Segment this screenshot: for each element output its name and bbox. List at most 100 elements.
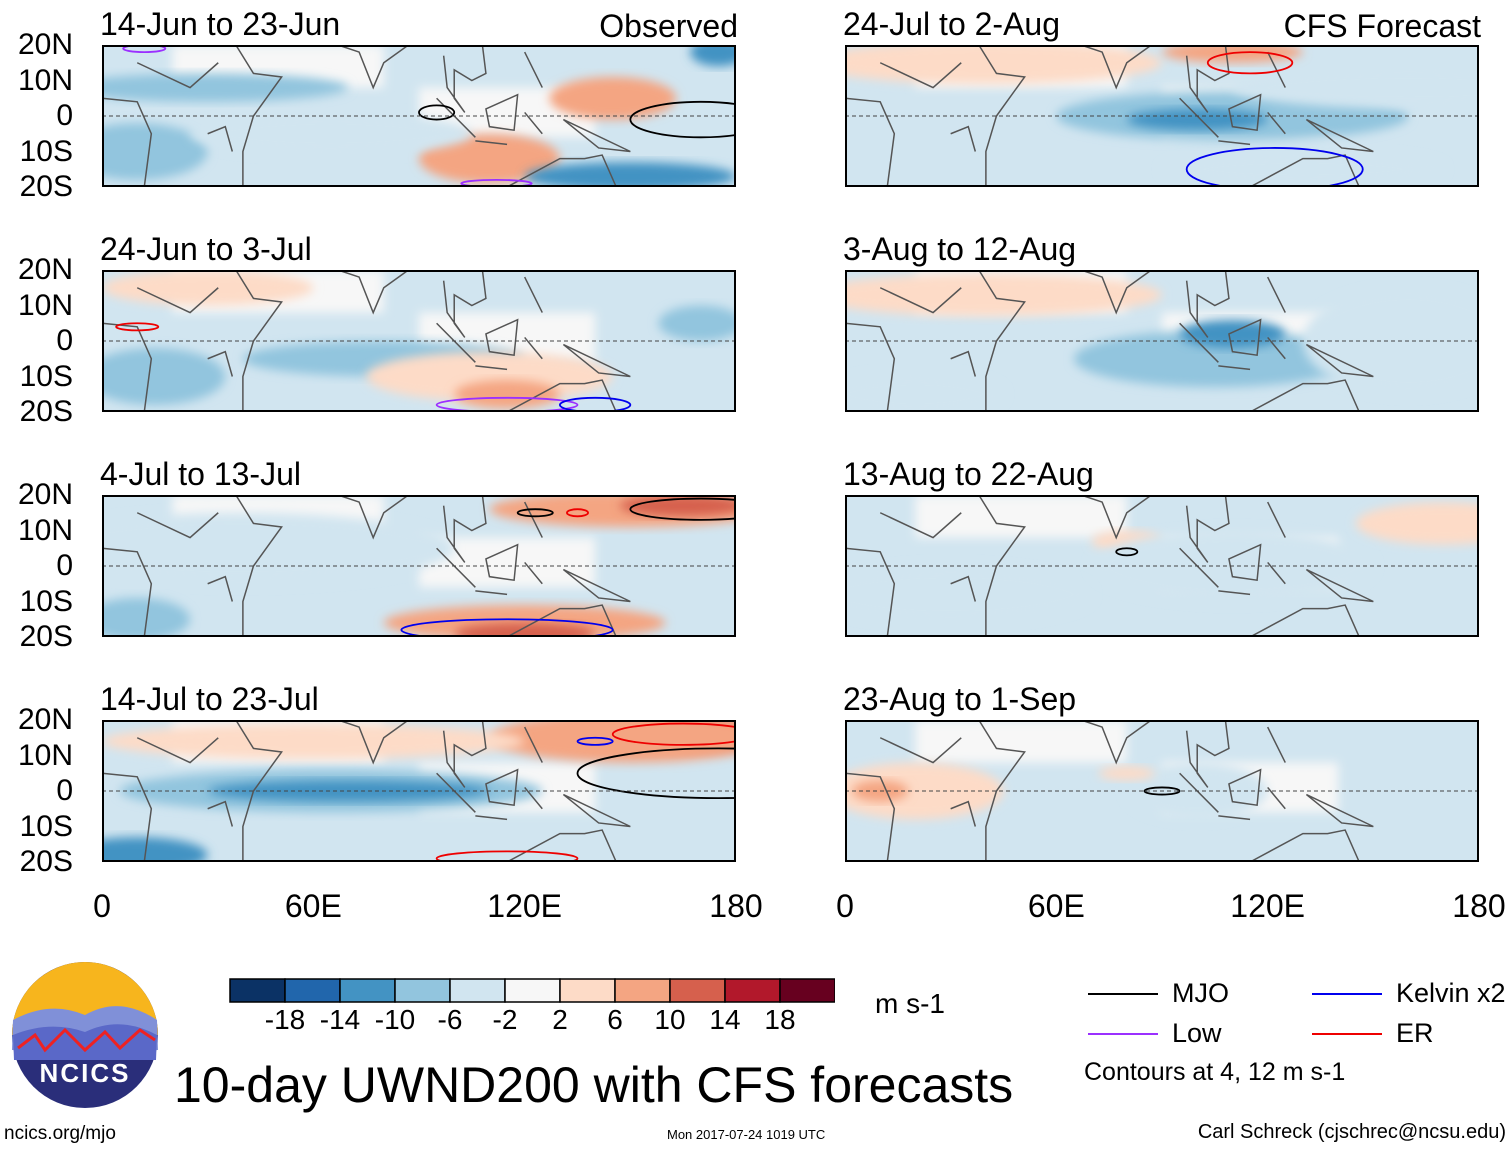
colorbar-tick-label: 18 (764, 1004, 796, 1035)
anomaly-region (1302, 287, 1479, 395)
coastlines (845, 720, 1374, 862)
wave-contour (400, 618, 614, 637)
colorbar-swatch (614, 978, 671, 1003)
anomaly-region (102, 73, 349, 102)
panel-title: 14-Jun to 23-Jun (100, 6, 341, 42)
wave-contour (576, 736, 614, 746)
lat-tick-label: 10N (17, 288, 73, 322)
colorbar-swatch (284, 978, 341, 1003)
anomaly-region (190, 112, 472, 156)
colorbar-swatch (724, 978, 781, 1003)
anomaly-region (1179, 319, 1286, 349)
coastlines (845, 45, 1374, 187)
anomaly-region (102, 837, 208, 862)
lat-tick-label: 20S (19, 395, 73, 428)
legend-label: ER (1396, 1018, 1434, 1048)
lon-tick-label: 120E (487, 888, 563, 924)
anomaly-region (658, 305, 736, 341)
colorbar (229, 978, 835, 1003)
colorbar-swatch (394, 978, 451, 1003)
map-panel (845, 45, 1479, 187)
column-label: CFS Forecast (1283, 8, 1481, 44)
panel-title: 24-Jul to 2-Aug (843, 6, 1061, 42)
colorbar-swatch (559, 978, 616, 1003)
coastlines (102, 495, 631, 637)
map-panel (845, 270, 1479, 412)
anomaly-region (690, 45, 736, 67)
map-panel (102, 495, 736, 637)
lat-tick-label: 20S (19, 845, 73, 878)
coastlines (102, 720, 631, 862)
colorbar-tick-label: 6 (607, 1004, 623, 1035)
anomaly-region (1232, 66, 1479, 109)
lon-tick-label: 120E (1230, 888, 1306, 924)
wave-contour (576, 747, 736, 799)
legend-line (1312, 1033, 1382, 1035)
lon-tick-label: 180 (1452, 888, 1506, 924)
anomaly-region (102, 123, 208, 180)
wave-contour (1143, 786, 1181, 796)
legend-line (1088, 1033, 1158, 1035)
anomaly-region (454, 380, 560, 409)
coastlines (845, 495, 1374, 637)
wave-contour (629, 497, 736, 521)
wave-contour (566, 508, 589, 518)
wave-contour (611, 722, 736, 746)
colorbar-tick-label: 10 (654, 1004, 686, 1035)
lat-tick-label: 10S (19, 584, 73, 618)
units-label: m s-1 (875, 988, 945, 1019)
lat-tick-label: 20S (19, 620, 73, 653)
lon-tick-label: 180 (709, 888, 763, 924)
panel-frame (102, 495, 736, 637)
lat-tick-label: 20S (19, 170, 73, 203)
colorbar-tick-label: -14 (319, 1004, 361, 1035)
colorbar-tick-label: 2 (552, 1004, 568, 1035)
colorbar-tick-label: 14 (709, 1004, 741, 1035)
lon-tick-label: 0 (93, 888, 111, 924)
lat-tick-label: 0 (56, 774, 73, 807)
wave-contour (418, 104, 456, 121)
wave-contour (629, 100, 736, 139)
map-panel (102, 720, 736, 862)
panel-title: 24-Jun to 3-Jul (100, 231, 312, 267)
lat-tick-label: 10S (19, 359, 73, 393)
map-panel (102, 45, 736, 187)
coastlines (845, 270, 1374, 412)
legend-line (1088, 993, 1158, 995)
ncics-logo: NCICS (12, 962, 158, 1108)
wave-contour (1185, 147, 1364, 187)
anomaly-region (845, 566, 1092, 623)
anomaly-region (102, 512, 455, 584)
panel-title: 23-Aug to 1-Sep (843, 681, 1077, 717)
wave-contour (115, 322, 160, 332)
colorbar-tick-label: -2 (492, 1004, 518, 1035)
lat-tick-label: 10N (17, 738, 73, 772)
colorbar-tick-label: -6 (437, 1004, 463, 1035)
coastlines (102, 270, 631, 412)
anomaly-region (383, 605, 666, 637)
lat-tick-label: 20N (17, 703, 73, 736)
wave-contour (1206, 51, 1294, 75)
panel-frame (102, 720, 736, 862)
panel-frame (102, 270, 736, 412)
panel-title: 13-Aug to 22-Aug (843, 456, 1094, 492)
contour-note: Contours at 4, 12 m s-1 (1084, 1058, 1346, 1086)
map-panel (102, 270, 736, 412)
legend-label: Low (1172, 1018, 1222, 1048)
colorbar-tick-label: -18 (264, 1004, 306, 1035)
anomaly-region (102, 723, 525, 760)
colorbar-swatch (229, 978, 286, 1003)
coastlines (102, 45, 631, 187)
lon-tick-label: 60E (284, 888, 342, 924)
panel-frame (845, 270, 1479, 412)
panel-title: 3-Aug to 12-Aug (843, 231, 1077, 267)
panel-title: 14-Jul to 23-Jul (100, 681, 319, 717)
timestamp: Mon 2017-07-24 1019 UTC (667, 1127, 826, 1142)
anomaly-region (1355, 502, 1479, 545)
column-label: Observed (599, 8, 738, 44)
legend-line (1312, 993, 1382, 995)
lat-tick-label: 0 (56, 549, 73, 582)
colorbar-tick-label: -10 (374, 1004, 416, 1035)
colorbar-swatch (779, 978, 835, 1003)
